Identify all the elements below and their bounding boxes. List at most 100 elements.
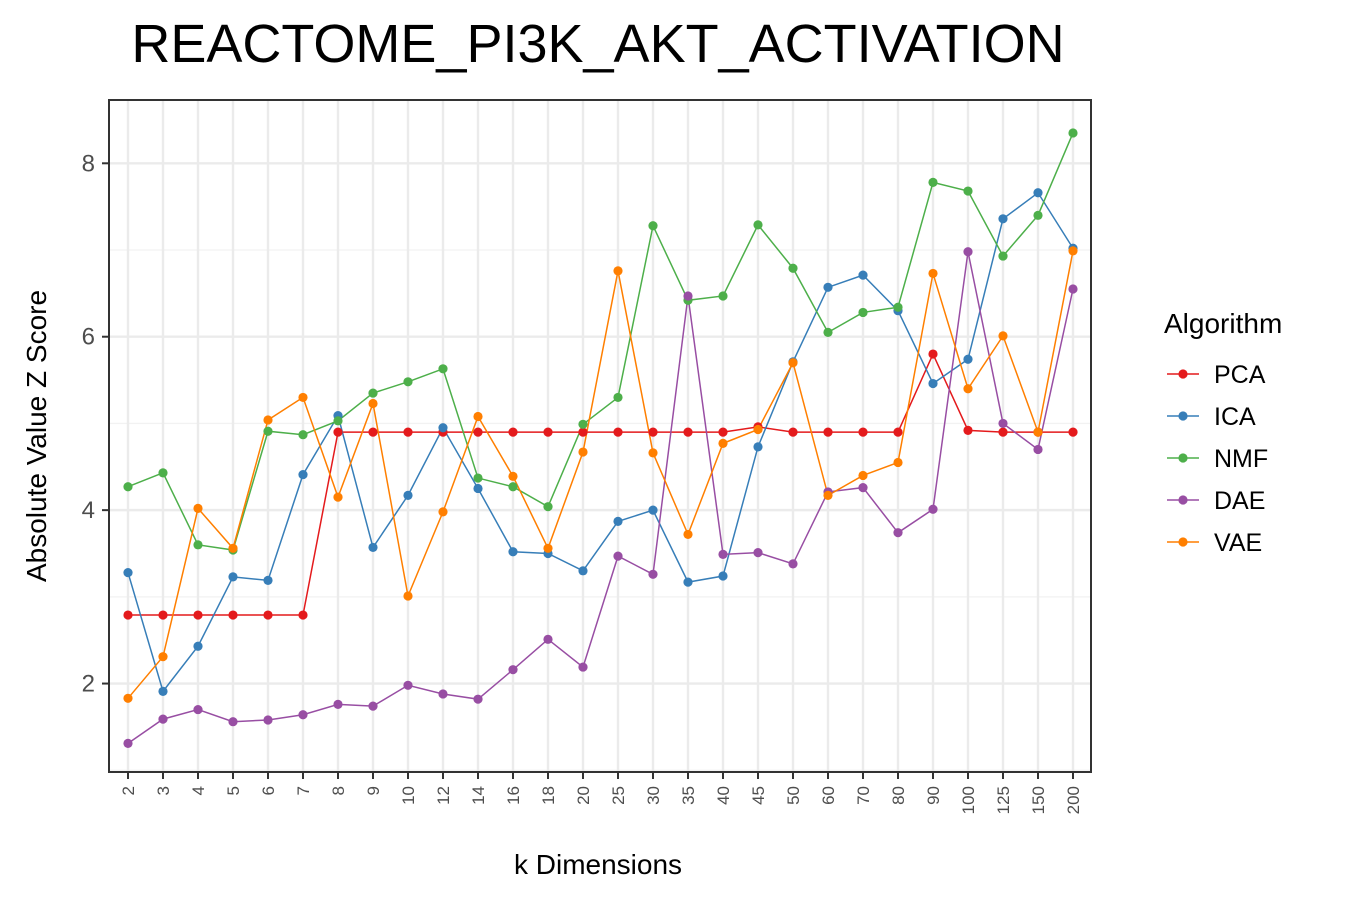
legend-key-point-dae: [1178, 495, 1188, 505]
data-point-vae: [928, 268, 938, 279]
data-point-pca: [893, 427, 903, 437]
data-point-nmf: [123, 482, 133, 492]
data-point-vae: [263, 415, 273, 425]
series-line-nmf: [127, 132, 1074, 551]
data-point-dae: [263, 715, 273, 725]
data-point-nmf: [998, 251, 1008, 261]
data-point-ica: [928, 378, 938, 389]
series-line-vae: [127, 250, 1074, 699]
data-point-dae: [788, 559, 798, 569]
x-axis-label: k Dimensions: [514, 849, 682, 880]
data-point-dae: [473, 694, 483, 704]
x-tick-label: 70: [854, 786, 873, 805]
data-point-dae: [158, 714, 168, 724]
data-point-pca: [368, 427, 378, 437]
data-point-dae: [403, 680, 413, 690]
data-point-dae: [438, 689, 448, 699]
data-point-ica: [753, 442, 763, 452]
data-point-dae: [928, 504, 938, 514]
data-point-nmf: [823, 327, 833, 337]
data-point-vae: [368, 398, 378, 409]
data-point-nmf: [578, 419, 588, 429]
data-point-dae: [683, 291, 693, 301]
x-tick-label: 100: [959, 786, 978, 814]
legend-title: Algorithm: [1164, 308, 1282, 339]
legend-label-ica: ICA: [1214, 403, 1256, 431]
data-point-ica: [263, 575, 273, 585]
data-point-ica: [718, 571, 728, 581]
data-point-pca: [788, 427, 798, 437]
data-point-pca: [998, 427, 1008, 437]
data-point-nmf: [613, 392, 623, 403]
data-point-ica: [1033, 188, 1043, 198]
data-point-vae: [298, 392, 308, 403]
x-tick-label: 90: [924, 786, 943, 805]
data-point-vae: [1033, 427, 1043, 437]
data-point-nmf: [263, 426, 273, 436]
data-point-pca: [298, 610, 308, 620]
legend-key-point-pca: [1178, 369, 1188, 379]
data-point-nmf: [368, 388, 378, 398]
data-point-pca: [648, 427, 658, 437]
data-point-vae: [123, 693, 133, 703]
x-tick-label: 9: [364, 786, 383, 795]
x-tick-label: 18: [539, 786, 558, 805]
data-point-dae: [508, 665, 518, 675]
y-axis-label: Absolute Value Z Score: [21, 290, 52, 582]
data-point-vae: [823, 490, 833, 500]
data-point-ica: [473, 483, 483, 494]
x-tick-label: 7: [294, 786, 313, 795]
x-tick-label: 20: [574, 786, 593, 805]
series-line-ica: [127, 191, 1074, 693]
x-tick-label: 80: [889, 786, 908, 805]
data-point-ica: [158, 686, 168, 696]
data-point-dae: [333, 699, 343, 709]
legend-key-point-vae: [1178, 537, 1188, 547]
legend-key-point-nmf: [1178, 453, 1188, 463]
x-tick-label: 30: [644, 786, 663, 805]
data-point-dae: [123, 738, 133, 748]
data-point-ica: [123, 567, 133, 578]
data-point-ica: [508, 547, 518, 557]
data-point-nmf: [1068, 128, 1078, 138]
data-point-vae: [1068, 246, 1078, 256]
y-tick-label: 8: [82, 150, 95, 177]
data-point-pca: [123, 610, 133, 620]
data-point-dae: [998, 418, 1008, 429]
data-point-ica: [858, 270, 868, 280]
data-point-pca: [858, 427, 868, 437]
data-point-vae: [753, 424, 763, 435]
x-tick-label: 125: [994, 786, 1013, 814]
data-point-dae: [858, 482, 868, 493]
data-point-dae: [1068, 284, 1078, 294]
data-point-nmf: [473, 473, 483, 483]
x-tick-label: 5: [224, 786, 243, 795]
data-point-vae: [963, 384, 973, 394]
x-tick-label: 200: [1064, 786, 1083, 814]
series-line-pca: [128, 352, 1073, 616]
data-point-nmf: [403, 377, 413, 387]
data-point-ica: [193, 641, 203, 651]
x-tick-label: 8: [329, 786, 348, 795]
data-point-nmf: [158, 468, 168, 478]
x-tick-label: 2: [119, 786, 138, 795]
data-point-dae: [1033, 444, 1043, 455]
data-point-vae: [718, 438, 728, 448]
legend-label-pca: PCA: [1214, 361, 1266, 389]
data-point-nmf: [438, 364, 448, 374]
data-point-pca: [683, 427, 693, 437]
data-point-ica: [298, 469, 308, 480]
x-tick-label: 10: [399, 786, 418, 805]
data-point-nmf: [298, 430, 308, 440]
data-point-vae: [403, 591, 413, 601]
x-tick-label: 14: [469, 786, 488, 805]
data-point-ica: [823, 282, 833, 292]
legend-label-dae: DAE: [1214, 487, 1265, 515]
data-point-nmf: [858, 307, 868, 318]
data-point-ica: [368, 542, 378, 553]
data-point-vae: [193, 503, 203, 514]
data-point-dae: [963, 247, 973, 257]
data-point-dae: [578, 662, 588, 672]
